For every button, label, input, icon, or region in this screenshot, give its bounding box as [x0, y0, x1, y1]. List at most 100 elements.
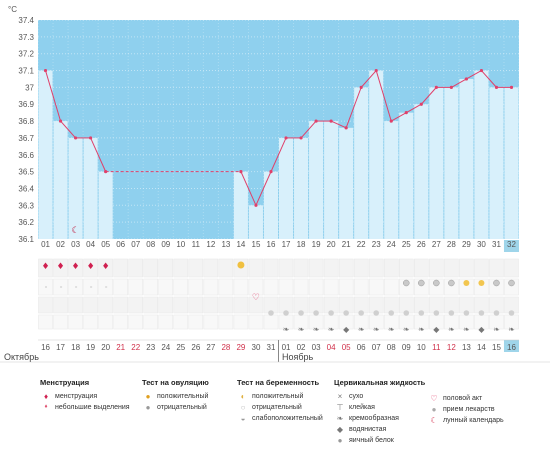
symptom-cell: [143, 258, 158, 278]
symptom-cell: [113, 258, 128, 278]
symptom-cell: [383, 278, 399, 296]
legend-menstruation: менструация: [55, 393, 98, 400]
cycle-day-label: 06: [116, 240, 125, 249]
date-label: 07: [372, 343, 381, 352]
today-highlight: [503, 240, 519, 252]
creamy-fluid-icon: ❧: [298, 325, 305, 334]
temperature-point: [239, 170, 243, 174]
symptom-cell: [353, 278, 369, 296]
symptom-cell: [218, 258, 234, 278]
temperature-chart: 37.4 37.3 37.2 37.1 37 36.9 36.8 36.7 36.6 36.5 36…: [0, 5, 550, 363]
creamy-fluid-icon: ◆: [478, 325, 485, 334]
symptom-cell: [429, 258, 444, 278]
creamy-fluid-icon: ❧: [403, 325, 410, 334]
legend-pregnancy-positive: положительный: [252, 393, 304, 400]
symptom-cell: [459, 278, 474, 296]
temperature-bar: [68, 137, 83, 239]
ovulation-positive-icon: ●: [145, 392, 151, 401]
symptom-cell: [38, 258, 53, 278]
symptom-cell: [203, 278, 219, 296]
y-tick-label: 36.3: [18, 201, 34, 210]
symptom-cell: [444, 278, 459, 296]
legend-watery: водянистая: [349, 426, 387, 433]
pregnancy-positive-icon: ◐: [240, 392, 246, 401]
pill-icon: [343, 310, 349, 316]
date-label: 02: [297, 343, 306, 352]
date-label: 22: [131, 343, 140, 352]
temperature-point: [43, 68, 48, 73]
pill-icon: [388, 310, 395, 316]
temperature-bar: [309, 121, 324, 239]
symptom-cell: [38, 296, 53, 314]
date-label: 06: [357, 343, 366, 352]
cycle-day-label: 01: [41, 240, 50, 249]
symptom-cell: [233, 278, 249, 296]
cycle-day-label: 09: [161, 240, 170, 249]
temperature-bar: [414, 104, 429, 239]
date-label: 12: [447, 343, 456, 352]
temperature-bar: [53, 121, 68, 239]
pregnancy-positive-icon: [463, 280, 470, 286]
temperature-bar: [294, 137, 309, 239]
symptom-cell: [98, 296, 113, 314]
symptom-cell: [489, 258, 504, 278]
moon-icon: ☾: [72, 226, 80, 236]
sticky-icon: ⊤: [336, 403, 344, 412]
temperature-bar: [263, 171, 278, 239]
cycle-day-label: 21: [342, 240, 351, 249]
y-tick-label: 36.5: [18, 168, 34, 177]
pill-icon: [403, 310, 410, 316]
symptom-cell: [158, 258, 174, 278]
symptom-cell: [248, 258, 264, 278]
temperature-point: [374, 68, 378, 73]
pill-icon: [373, 310, 380, 316]
temperature-bar: [354, 87, 369, 239]
egg-white-icon: ●: [337, 436, 343, 445]
creamy-fluid-icon: ❧: [328, 325, 335, 334]
month-label-november: Ноябрь: [282, 352, 314, 362]
date-label: 04: [327, 343, 336, 352]
symptom-cell: [338, 278, 354, 296]
symptom-cell: [248, 296, 264, 314]
temperature-bar: [369, 70, 384, 240]
date-label: 11: [432, 343, 441, 352]
drop-icon: ♦: [43, 392, 49, 401]
legend-pregnancy-weak: слабоположительный: [252, 415, 323, 422]
creamy-fluid-icon: ❧: [493, 325, 500, 334]
symptom-cell: [128, 314, 143, 330]
creamy-fluid-icon: ❧: [373, 325, 380, 334]
cycle-day-label: 11: [192, 240, 201, 249]
cycle-day-label: 03: [71, 240, 80, 249]
temperature-point: [479, 68, 484, 73]
creamy-fluid-icon: ❧: [283, 325, 290, 334]
cycle-day-label: 15: [252, 240, 261, 249]
temperature-bar: [384, 121, 399, 239]
symptom-cell: [399, 258, 414, 278]
month-label-october: Октябрь: [4, 352, 39, 362]
spot-mark: [105, 286, 108, 288]
symptom-cell: [263, 314, 279, 330]
pill-icon: [508, 310, 515, 316]
symptom-cell: [323, 278, 339, 296]
small-drop-icon: ♦: [44, 404, 48, 410]
symptom-cell: [188, 296, 204, 314]
symptom-cell: [143, 314, 158, 330]
symptom-cell: [173, 278, 189, 296]
symptom-cell: [338, 258, 354, 278]
temperature-line-segment: [406, 103, 422, 114]
symptom-cell: [308, 278, 324, 296]
symptom-cell: [173, 258, 189, 278]
creamy-fluid-icon: ❧: [508, 325, 515, 334]
ovulation-positive-icon: [237, 261, 245, 269]
pill-icon: [418, 310, 425, 316]
temperature-point: [449, 85, 453, 89]
cycle-day-label: 25: [402, 240, 411, 249]
date-label: 21: [116, 343, 125, 352]
temperature-bar: [444, 87, 459, 239]
cycle-day-label: 10: [176, 240, 185, 249]
y-tick-label: 36.8: [18, 117, 34, 126]
symptom-cell: [173, 314, 189, 330]
date-label: 13: [462, 343, 471, 352]
pill-icon: [313, 310, 319, 316]
